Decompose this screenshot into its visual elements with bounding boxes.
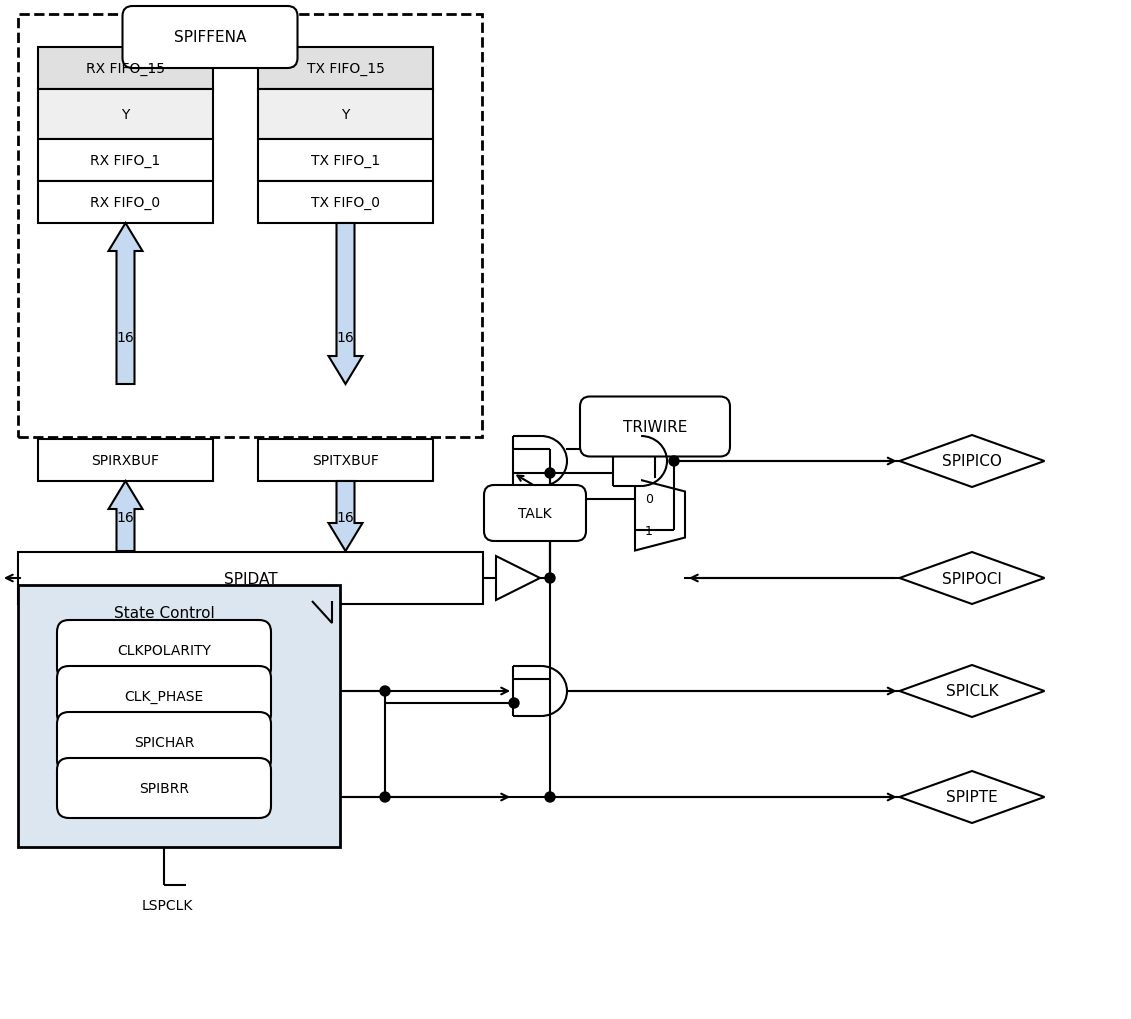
Bar	[258, 181, 433, 224]
FancyBboxPatch shape	[57, 712, 271, 772]
Text: SPIDAT: SPIDAT	[224, 571, 277, 586]
Bar	[18, 552, 483, 604]
Bar	[38, 140, 213, 181]
Text: 16: 16	[116, 331, 135, 344]
Text: SPIBRR: SPIBRR	[139, 782, 189, 795]
FancyBboxPatch shape	[57, 666, 271, 727]
Polygon shape	[497, 556, 539, 600]
FancyBboxPatch shape	[580, 397, 729, 458]
Text: 16: 16	[337, 511, 354, 525]
Text: SPIPOCI: SPIPOCI	[942, 571, 1002, 586]
Circle shape	[380, 792, 390, 802]
Text: Y: Y	[342, 108, 349, 122]
Text: TX FIFO_15: TX FIFO_15	[307, 62, 385, 76]
Text: TRIWIRE: TRIWIRE	[623, 420, 688, 434]
Text: 1: 1	[645, 525, 653, 537]
FancyBboxPatch shape	[57, 621, 271, 681]
Bar	[513, 436, 541, 486]
Text: SPIRXBUF: SPIRXBUF	[92, 453, 159, 468]
Text: SPIPICO: SPIPICO	[942, 454, 1002, 469]
Text: SPICLK: SPICLK	[946, 684, 999, 699]
Circle shape	[380, 687, 390, 696]
Text: RX FIFO_0: RX FIFO_0	[90, 196, 161, 210]
Polygon shape	[899, 771, 1045, 823]
Polygon shape	[899, 665, 1045, 717]
Bar	[38, 48, 213, 90]
Text: 16: 16	[116, 511, 135, 525]
Polygon shape	[109, 224, 143, 384]
Text: Y: Y	[121, 108, 130, 122]
Polygon shape	[899, 552, 1045, 604]
Circle shape	[545, 469, 555, 479]
Bar	[258, 439, 433, 482]
Text: CLKPOLARITY: CLKPOLARITY	[118, 643, 211, 657]
Text: CLK_PHASE: CLK_PHASE	[124, 689, 204, 703]
Bar	[258, 48, 433, 90]
Text: TX FIFO_1: TX FIFO_1	[311, 154, 380, 168]
Circle shape	[670, 457, 679, 467]
Polygon shape	[328, 224, 363, 384]
Polygon shape	[634, 479, 685, 551]
Circle shape	[545, 574, 555, 584]
Text: SPITXBUF: SPITXBUF	[312, 453, 379, 468]
Bar	[613, 436, 641, 486]
Text: TALK: TALK	[518, 506, 552, 521]
Text: 0: 0	[645, 492, 653, 505]
Text: SPIPTE: SPIPTE	[947, 790, 998, 805]
Polygon shape	[109, 482, 143, 551]
Text: RX FIFO_1: RX FIFO_1	[90, 154, 161, 168]
Bar	[38, 439, 213, 482]
Text: SPICHAR: SPICHAR	[133, 736, 195, 749]
Bar	[38, 181, 213, 224]
Polygon shape	[328, 482, 363, 551]
Text: 16: 16	[337, 331, 354, 344]
Bar	[18, 15, 482, 437]
Text: SPIFFENA: SPIFFENA	[174, 31, 247, 46]
FancyBboxPatch shape	[484, 485, 586, 541]
FancyBboxPatch shape	[57, 758, 271, 818]
Text: TX FIFO_0: TX FIFO_0	[311, 196, 380, 210]
Bar	[513, 666, 541, 716]
Circle shape	[545, 792, 555, 802]
Text: LSPCLK: LSPCLK	[143, 898, 193, 912]
Text: State Control: State Control	[113, 605, 215, 620]
Text: RX FIFO_15: RX FIFO_15	[86, 62, 165, 76]
Polygon shape	[899, 435, 1045, 487]
Bar	[258, 90, 433, 140]
FancyBboxPatch shape	[122, 7, 297, 69]
Bar	[38, 90, 213, 140]
FancyBboxPatch shape	[18, 586, 340, 847]
Bar	[258, 140, 433, 181]
Circle shape	[509, 698, 519, 708]
